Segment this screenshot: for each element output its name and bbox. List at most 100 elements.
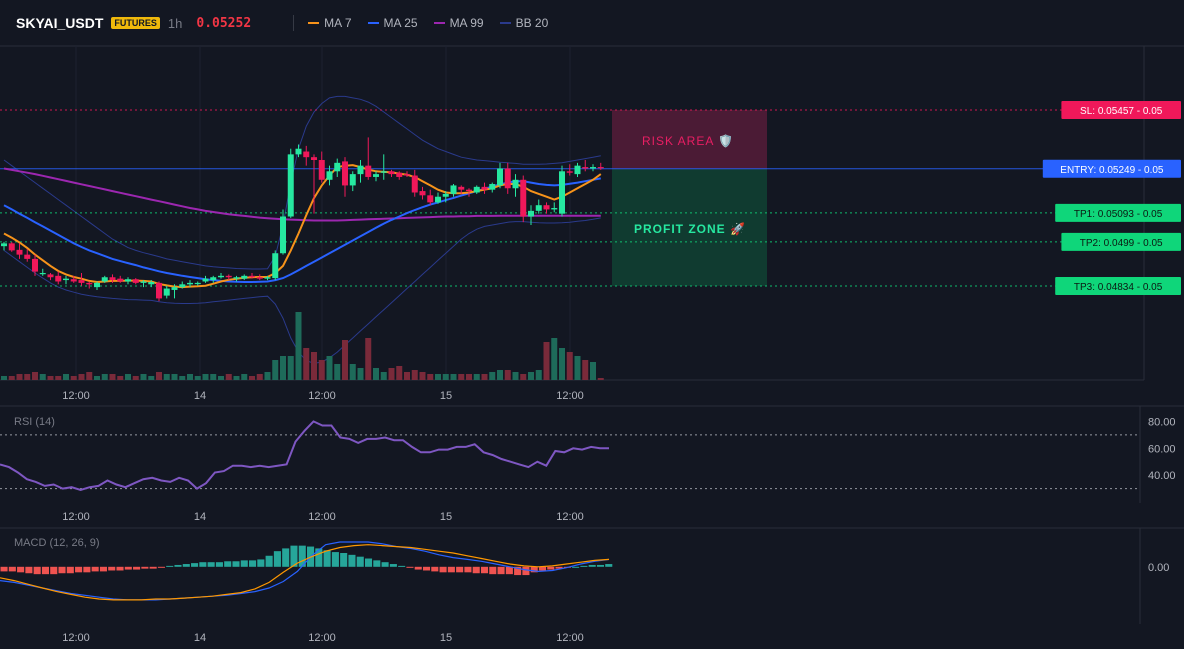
time-tick-label: 12:00 — [62, 511, 90, 523]
macd-histogram-bar — [157, 566, 165, 568]
candle-body — [357, 165, 364, 175]
macd-histogram-bar — [141, 566, 149, 569]
rsi-y-tick: 80.00 — [1148, 416, 1176, 428]
volume-bar — [280, 356, 286, 380]
volume-bar — [256, 374, 263, 380]
volume-bar — [481, 374, 488, 380]
volume-bar — [47, 376, 54, 380]
macd-histogram-bar — [75, 566, 83, 573]
volume-bar — [419, 372, 426, 380]
level-label-bg — [1061, 232, 1181, 251]
macd-histogram-bar — [99, 566, 107, 572]
candle-body — [117, 278, 124, 282]
volume-bar — [109, 374, 116, 380]
macd-histogram-bar — [273, 551, 281, 567]
candle-body — [280, 216, 286, 254]
time-tick-label: 12:00 — [308, 632, 336, 644]
level-label-text: TP2: 0.0499 - 0.05 — [1080, 238, 1163, 249]
macd-histogram-bar — [0, 566, 8, 572]
macd-histogram-bar — [472, 566, 480, 574]
candle-body — [566, 171, 573, 173]
legend-ma7[interactable]: MA 7 — [308, 16, 352, 30]
volume-bar — [504, 370, 511, 380]
profit-zone — [612, 168, 767, 286]
macd-histogram-bar — [282, 548, 290, 567]
candle-body — [16, 249, 23, 255]
volume-bar — [156, 372, 162, 380]
volume-bar — [78, 374, 85, 380]
candle-body — [404, 174, 410, 176]
candle-body — [8, 243, 15, 251]
macd-histogram-bar — [17, 566, 25, 573]
volume-bar — [373, 368, 379, 380]
macd-histogram-bar — [547, 566, 555, 570]
volume-bar — [86, 372, 93, 380]
volume-bar — [179, 376, 186, 380]
volume-bar — [574, 356, 581, 380]
candle-body — [373, 174, 379, 177]
macd-histogram-bar — [364, 558, 373, 567]
candle-body — [473, 186, 480, 193]
candlesticks — [1, 137, 604, 302]
macd-histogram-bar — [149, 566, 157, 569]
macd-histogram-bar — [497, 566, 505, 575]
bb-lower-line — [3, 217, 601, 364]
candle-body — [156, 282, 162, 299]
candle-body — [590, 167, 596, 169]
candle-body — [287, 154, 294, 217]
candle-body — [489, 184, 496, 190]
volume-bar — [473, 374, 480, 380]
candle-body — [94, 282, 100, 288]
rsi-time-axis: 12:00 14 12:00 15 12:00 — [62, 511, 584, 523]
legend-ma99[interactable]: MA 99 — [433, 16, 484, 30]
macd-time-axis: 12:00 14 12:00 15 12:00 — [62, 632, 584, 644]
volume-bar — [194, 376, 201, 380]
macd-histogram-bar — [174, 564, 182, 567]
candle-body — [365, 165, 372, 177]
macd-histogram-bar — [422, 566, 431, 571]
candle-body — [535, 205, 542, 211]
volume-bar — [342, 340, 348, 380]
macd-histogram-bar — [373, 560, 381, 567]
candle-body — [32, 258, 38, 272]
profit-zone-label: PROFIT ZONE 🚀 — [634, 222, 746, 236]
time-tick-label: 14 — [194, 632, 206, 644]
volume-bar — [466, 374, 472, 380]
macd-histogram-bar — [414, 566, 422, 570]
macd-histogram-bar — [588, 564, 596, 567]
candle-body — [210, 277, 217, 281]
macd-histogram-bar — [439, 566, 447, 573]
candle-body — [202, 278, 209, 282]
level-label-text: ENTRY: 0.05249 - 0.05 — [1060, 165, 1164, 176]
legend-swatch-ma99 — [433, 22, 445, 24]
macd-histogram-bar — [25, 566, 33, 574]
volume-bar — [70, 376, 77, 380]
legend-bb20[interactable]: BB 20 — [499, 16, 548, 30]
volume-bar — [404, 372, 410, 380]
candle-body — [264, 277, 271, 279]
macd-histogram-bar — [555, 566, 563, 569]
rsi-y-tick: 40.00 — [1148, 470, 1176, 482]
macd-histogram-bar — [290, 545, 298, 567]
legend-ma25[interactable]: MA 25 — [367, 16, 418, 30]
macd-histogram-bar — [456, 566, 464, 573]
symbol-name[interactable]: SKYAI_USDT — [16, 15, 104, 31]
macd-histogram-bar — [83, 566, 91, 573]
level-label-bg — [1055, 203, 1181, 222]
macd-histogram-bar — [91, 566, 99, 572]
candle-body — [520, 179, 527, 217]
macd-histogram-bar — [530, 566, 538, 573]
macd-histogram-bar — [572, 566, 580, 568]
volume-bar — [326, 356, 333, 380]
volume-bar — [450, 374, 457, 380]
futures-badge: FUTURES — [111, 17, 160, 29]
candle-body — [163, 288, 170, 296]
candle-body — [55, 275, 62, 282]
candle-body — [241, 275, 248, 279]
candle-body — [101, 277, 108, 282]
timeframe-label[interactable]: 1h — [167, 15, 183, 31]
candle-body — [380, 171, 387, 173]
volume-bar — [55, 376, 62, 380]
candle-body — [140, 281, 147, 283]
